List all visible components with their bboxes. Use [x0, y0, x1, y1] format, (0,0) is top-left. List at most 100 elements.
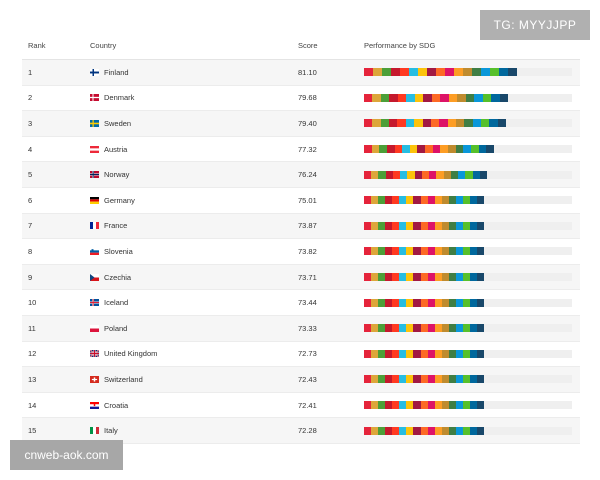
sdg-8-segment[interactable] — [413, 426, 421, 435]
sdg-11-segment[interactable] — [434, 298, 442, 307]
sdg-11-segment[interactable] — [447, 119, 456, 128]
table-row[interactable]: 10 Iceland 73.44 — [22, 290, 580, 316]
table-row[interactable]: 7 France 73.87 — [22, 213, 580, 240]
sdg-7-segment[interactable] — [414, 93, 424, 102]
sdg-3-segment[interactable] — [378, 221, 386, 230]
sdg-1-segment[interactable] — [364, 145, 372, 154]
sdg-17-segment[interactable] — [477, 196, 484, 205]
sdg-14-segment[interactable] — [455, 401, 463, 410]
sdg-1-segment[interactable] — [364, 324, 372, 333]
sdg-3-segment[interactable] — [378, 375, 386, 384]
sdg-4-segment[interactable] — [385, 298, 393, 307]
sdg-10-segment[interactable] — [427, 375, 435, 384]
sdg-6-segment[interactable] — [399, 426, 407, 435]
sdg-2-segment[interactable] — [371, 273, 379, 282]
sdg-11-segment[interactable] — [434, 324, 442, 333]
table-row[interactable]: 11 Poland 73.33 — [22, 315, 580, 342]
country-cell[interactable]: Denmark — [90, 93, 298, 102]
sdg-6-segment[interactable] — [406, 93, 415, 102]
sdg-10-segment[interactable] — [427, 324, 435, 333]
sdg-12-segment[interactable] — [441, 196, 449, 205]
sdg-14-segment[interactable] — [455, 426, 463, 435]
sdg-12-segment[interactable] — [443, 170, 451, 179]
sdg-2-segment[interactable] — [372, 93, 381, 102]
country-name[interactable]: Germany — [104, 195, 135, 205]
sdg-13-segment[interactable] — [450, 170, 459, 179]
country-cell[interactable]: Norway — [90, 170, 298, 179]
sdg-4-segment[interactable] — [389, 93, 398, 102]
table-row[interactable]: 6 Germany 75.01 — [22, 188, 580, 214]
sdg-16-segment[interactable] — [469, 324, 477, 333]
sdg-1-segment[interactable] — [364, 298, 372, 307]
sdg-9-segment[interactable] — [425, 145, 433, 154]
table-row[interactable]: 13 Switzerland 72.43 — [22, 367, 580, 393]
sdg-14-segment[interactable] — [481, 68, 490, 77]
sdg-10-segment[interactable] — [427, 196, 435, 205]
sdg-10-segment[interactable] — [427, 221, 435, 230]
sdg-17-segment[interactable] — [477, 401, 484, 410]
sdg-10-segment[interactable] — [440, 93, 449, 102]
sdg-4-segment[interactable] — [385, 375, 393, 384]
sdg-8-segment[interactable] — [414, 170, 422, 179]
sdg-16-segment[interactable] — [469, 375, 477, 384]
sdg-15-segment[interactable] — [462, 247, 470, 256]
country-name[interactable]: Italy — [104, 426, 118, 436]
sdg-6-segment[interactable] — [399, 375, 407, 384]
sdg-6-segment[interactable] — [400, 170, 408, 179]
sdg-1-segment[interactable] — [364, 401, 372, 410]
sdg-16-segment[interactable] — [469, 349, 477, 358]
sdg-5-segment[interactable] — [397, 119, 406, 128]
sdg-8-segment[interactable] — [413, 298, 421, 307]
sdg-15-segment[interactable] — [462, 273, 470, 282]
sdg-7-segment[interactable] — [406, 298, 414, 307]
sdg-8-segment[interactable] — [423, 93, 432, 102]
sdg-bar-fill[interactable] — [364, 119, 506, 128]
sdg-14-segment[interactable] — [458, 170, 466, 179]
sdg-14-segment[interactable] — [463, 145, 471, 154]
sdg-11-segment[interactable] — [434, 375, 442, 384]
sdg-5-segment[interactable] — [392, 401, 400, 410]
sdg-2-segment[interactable] — [371, 170, 379, 179]
sdg-13-segment[interactable] — [448, 273, 456, 282]
sdg-11-segment[interactable] — [434, 221, 442, 230]
sdg-16-segment[interactable] — [469, 401, 477, 410]
sdg-7-segment[interactable] — [406, 349, 414, 358]
country-cell[interactable]: Iceland — [90, 298, 298, 307]
sdg-3-segment[interactable] — [382, 68, 391, 77]
sdg-16-segment[interactable] — [469, 273, 477, 282]
sdg-17-segment[interactable] — [499, 93, 508, 102]
sdg-11-segment[interactable] — [434, 247, 442, 256]
sdg-3-segment[interactable] — [378, 426, 386, 435]
sdg-17-segment[interactable] — [477, 298, 484, 307]
sdg-5-segment[interactable] — [392, 426, 400, 435]
sdg-4-segment[interactable] — [385, 401, 393, 410]
sdg-14-segment[interactable] — [455, 324, 463, 333]
country-name[interactable]: Switzerland — [104, 374, 143, 384]
sdg-16-segment[interactable] — [469, 298, 477, 307]
sdg-15-segment[interactable] — [462, 349, 470, 358]
sdg-bar-fill[interactable] — [364, 247, 484, 256]
sdg-15-segment[interactable] — [490, 68, 499, 77]
header-score[interactable]: Score — [298, 41, 318, 50]
sdg-3-segment[interactable] — [378, 273, 386, 282]
sdg-4-segment[interactable] — [386, 145, 395, 154]
sdg-13-segment[interactable] — [465, 93, 475, 102]
sdg-9-segment[interactable] — [420, 426, 428, 435]
sdg-10-segment[interactable] — [427, 401, 435, 410]
sdg-14-segment[interactable] — [474, 93, 483, 102]
sdg-9-segment[interactable] — [430, 119, 440, 128]
sdg-2-segment[interactable] — [371, 298, 379, 307]
sdg-15-segment[interactable] — [470, 145, 479, 154]
sdg-4-segment[interactable] — [385, 426, 393, 435]
sdg-3-segment[interactable] — [380, 119, 390, 128]
sdg-bar-fill[interactable] — [364, 375, 484, 384]
sdg-14-segment[interactable] — [455, 375, 463, 384]
sdg-12-segment[interactable] — [441, 401, 449, 410]
sdg-9-segment[interactable] — [420, 375, 428, 384]
country-name[interactable]: Denmark — [104, 93, 135, 103]
sdg-8-segment[interactable] — [413, 324, 421, 333]
sdg-6-segment[interactable] — [399, 298, 407, 307]
country-name[interactable]: France — [104, 221, 128, 231]
sdg-10-segment[interactable] — [427, 273, 435, 282]
sdg-7-segment[interactable] — [418, 68, 427, 77]
